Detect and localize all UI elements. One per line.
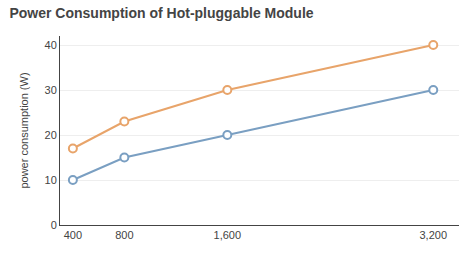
svg-text:40: 40 [45, 39, 57, 51]
svg-text:400: 400 [64, 229, 82, 241]
svg-text:10: 10 [45, 174, 57, 186]
svg-text:30: 30 [45, 84, 57, 96]
svg-text:Power Consumption of Hot-plugg: Power Consumption of Hot-pluggable Modul… [9, 5, 313, 21]
svg-text:power consumption (W): power consumption (W) [18, 72, 30, 188]
svg-text:1,600: 1,600 [214, 229, 242, 241]
svg-text:800: 800 [115, 229, 133, 241]
svg-text:3,200: 3,200 [419, 229, 447, 241]
svg-text:20: 20 [45, 129, 57, 141]
svg-text:0: 0 [51, 219, 57, 231]
